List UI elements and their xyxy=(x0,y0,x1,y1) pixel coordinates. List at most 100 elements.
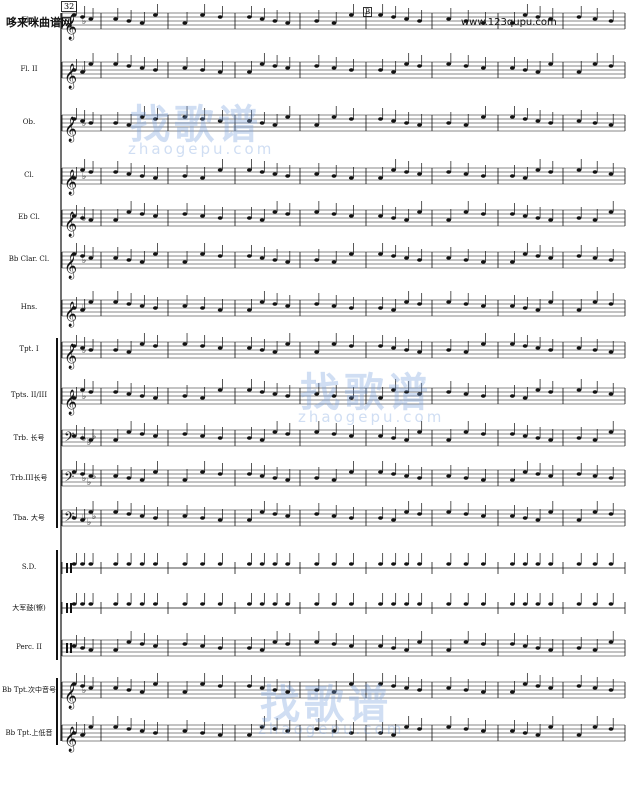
note-head xyxy=(576,436,582,440)
note-head xyxy=(272,172,278,176)
note-head xyxy=(272,258,278,262)
note-head xyxy=(88,510,94,514)
note-head xyxy=(285,514,291,518)
note-head xyxy=(446,170,452,174)
note-head xyxy=(417,512,422,516)
note-head xyxy=(592,62,598,66)
note-head xyxy=(608,392,614,396)
note-head xyxy=(80,216,85,220)
note-head xyxy=(391,216,396,220)
note-head xyxy=(417,688,422,692)
note-head xyxy=(126,476,132,480)
note-head xyxy=(71,396,77,400)
note-head xyxy=(88,300,94,304)
note-head xyxy=(446,686,452,690)
note-head xyxy=(80,15,85,19)
instrument-label: Trb.III长号 xyxy=(10,474,48,482)
note-head xyxy=(391,562,396,566)
note-head xyxy=(463,562,469,566)
note-head xyxy=(314,430,320,434)
note-head xyxy=(259,686,265,690)
note-head xyxy=(331,602,337,606)
note-head xyxy=(314,258,320,262)
note-head xyxy=(246,518,252,522)
note-head xyxy=(417,392,422,396)
note-head xyxy=(480,342,486,346)
note-head xyxy=(217,216,223,220)
note-head xyxy=(378,344,383,348)
note-head xyxy=(608,688,614,692)
note-head xyxy=(522,644,528,648)
note-head xyxy=(139,66,145,70)
note-head xyxy=(71,516,77,520)
note-head xyxy=(88,562,94,566)
note-head xyxy=(139,729,145,733)
note-head xyxy=(592,390,598,394)
note-head xyxy=(139,562,145,566)
note-head xyxy=(152,306,158,310)
note-head xyxy=(378,396,383,400)
note-head xyxy=(331,304,337,308)
note-head xyxy=(548,725,554,729)
note-head xyxy=(522,344,528,348)
note-head xyxy=(509,304,515,308)
instrument-label: Tpts. II/III xyxy=(10,391,48,399)
note-head xyxy=(348,214,354,218)
treble-clef-icon: 𝄞 xyxy=(64,683,77,709)
note-head xyxy=(331,432,337,436)
instrument-label: Fl. II xyxy=(20,65,38,73)
note-head xyxy=(348,344,354,348)
note-head xyxy=(246,119,252,123)
note-head xyxy=(576,119,582,123)
note-head xyxy=(285,21,291,25)
note-head xyxy=(348,434,354,438)
note-head xyxy=(522,117,528,121)
note-head xyxy=(535,562,541,566)
note-head xyxy=(463,392,469,396)
note-head xyxy=(200,214,205,218)
note-head xyxy=(152,516,158,520)
note-head xyxy=(314,64,320,68)
note-head xyxy=(71,470,77,474)
note-head xyxy=(246,472,252,476)
note-head xyxy=(522,306,528,310)
note-head xyxy=(576,70,582,74)
note-head xyxy=(480,729,486,733)
note-head xyxy=(285,478,291,482)
note-head xyxy=(126,64,132,68)
note-head xyxy=(446,62,452,66)
note-head xyxy=(548,348,554,352)
note-head xyxy=(391,15,396,19)
note-head xyxy=(608,19,614,23)
note-head xyxy=(80,733,85,737)
note-head xyxy=(509,478,515,482)
note-head xyxy=(404,510,409,514)
note-head xyxy=(592,474,598,478)
note-head xyxy=(217,472,223,476)
note-head xyxy=(480,690,486,694)
note-head xyxy=(113,390,119,394)
note-head xyxy=(446,390,452,394)
note-head xyxy=(509,729,515,733)
note-head xyxy=(182,21,188,25)
treble-clef-icon: 𝄞 xyxy=(64,389,77,415)
note-head xyxy=(535,308,541,312)
note-head xyxy=(200,176,205,180)
note-head xyxy=(217,168,223,172)
note-head xyxy=(535,602,541,606)
note-head xyxy=(608,476,614,480)
note-head xyxy=(391,70,396,74)
note-head xyxy=(463,727,469,731)
note-head xyxy=(126,512,132,516)
note-head xyxy=(246,436,252,440)
note-head xyxy=(404,648,409,652)
note-head xyxy=(88,474,94,478)
note-head xyxy=(246,346,252,350)
note-head xyxy=(391,646,396,650)
note-head xyxy=(331,729,337,733)
note-head xyxy=(71,306,77,310)
note-head xyxy=(446,474,452,478)
note-head xyxy=(417,64,422,68)
note-head xyxy=(80,346,85,350)
